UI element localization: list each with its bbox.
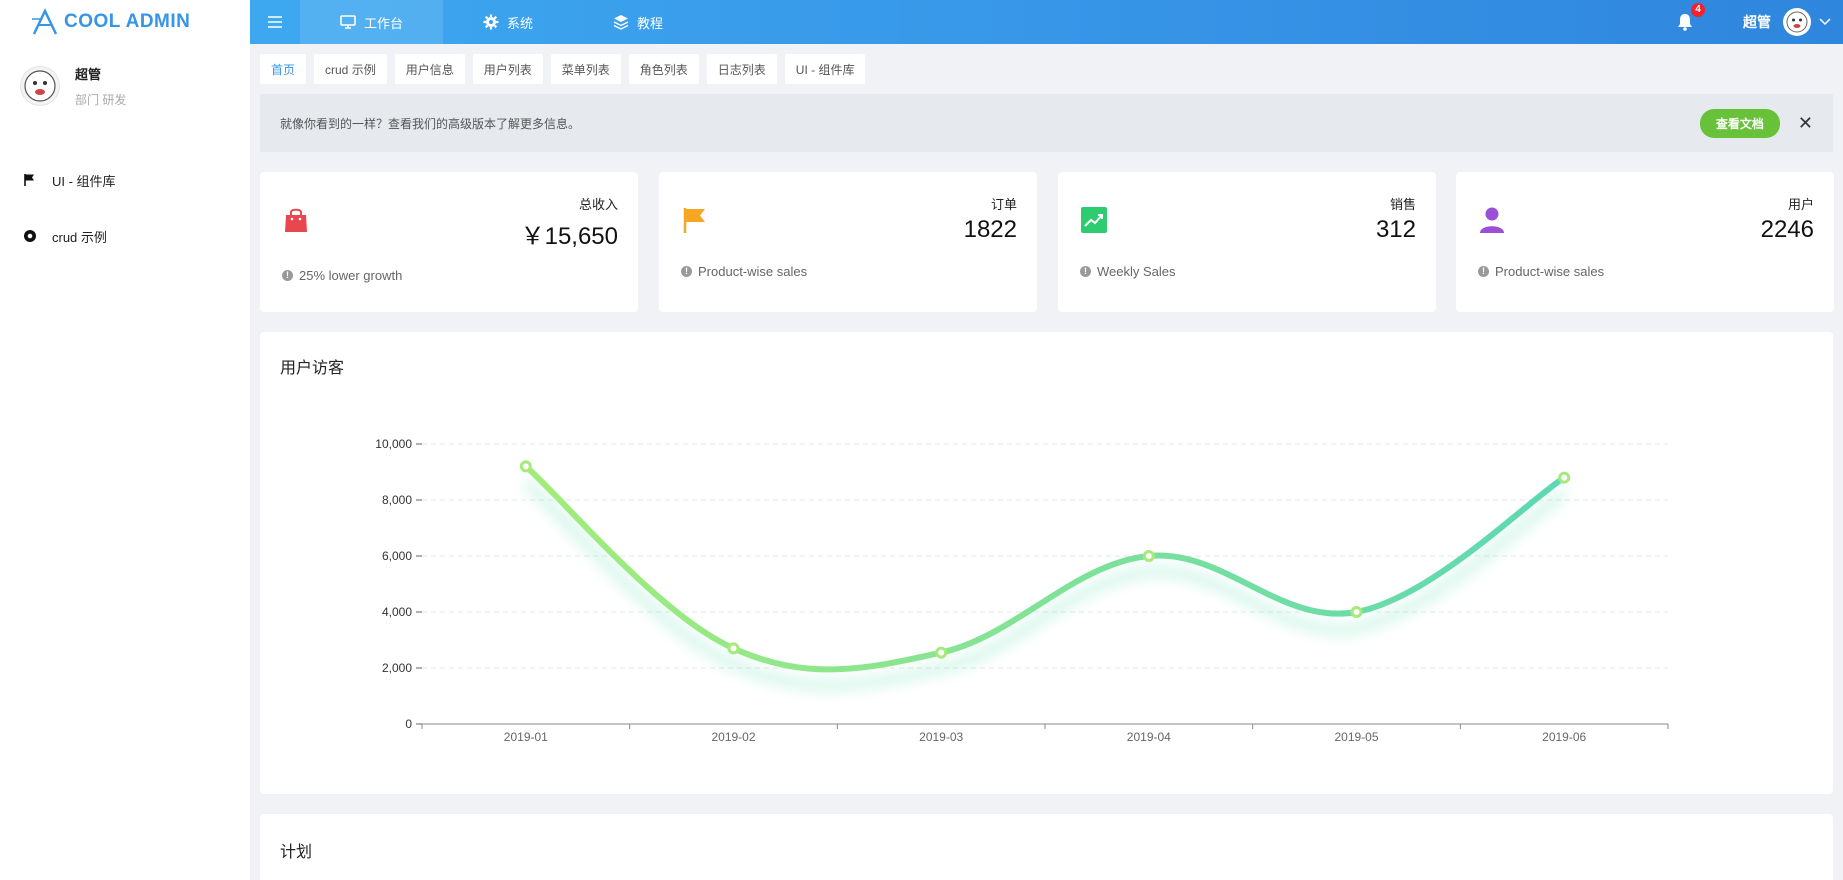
user-dept: 部门 研发 xyxy=(75,93,127,107)
info-icon: ! xyxy=(282,270,293,281)
info-icon: ! xyxy=(681,266,692,277)
tab-workbench[interactable]: 工作台 xyxy=(300,0,444,44)
sidebar-item-ui-components[interactable]: UI - 组件库 xyxy=(0,152,250,208)
data-point xyxy=(1558,471,1571,484)
alert-text: 就像你看到的一样？查看我们的高级版本了解更多信息。 xyxy=(280,116,581,131)
flag-icon xyxy=(22,172,38,188)
page-tab-log-list[interactable]: 日志列表 xyxy=(706,54,777,84)
stat-footer: 25% lower growth xyxy=(299,268,403,283)
page-tab-user-info[interactable]: 用户信息 xyxy=(394,54,465,84)
tab-label: 工作台 xyxy=(364,15,404,31)
plan-panel: 计划 xyxy=(260,814,1833,880)
data-point xyxy=(1142,550,1155,562)
page-tab-role-list[interactable]: 角色列表 xyxy=(628,54,699,84)
logo-icon xyxy=(32,8,58,35)
avatar[interactable] xyxy=(20,66,60,106)
trending-up-icon xyxy=(1081,207,1107,233)
page-tabs: 首页 crud 示例 用户信息 用户列表 菜单列表 角色列表 日志列表 UI -… xyxy=(260,54,873,84)
stat-footer: Product-wise sales xyxy=(1495,264,1605,279)
notification-bell-icon[interactable]: 4 xyxy=(1677,3,1705,31)
page-tab-home[interactable]: 首页 xyxy=(260,54,307,84)
x-tick-label: 2019-03 xyxy=(919,730,963,744)
data-point xyxy=(519,460,532,473)
visitor-chart-panel: 用户访客 0 2,000 4,000 6,000 8,000 10,000 2019-01 2… xyxy=(260,332,1833,794)
sidebar-item-label: crud 示例 xyxy=(52,229,107,245)
view-docs-button[interactable]: 查看文档 xyxy=(1699,108,1780,138)
stat-card-revenue: 总收入 ￥15,650 ! 25% lower growth xyxy=(260,172,638,312)
shopping-bag-icon xyxy=(285,208,307,232)
flag-icon xyxy=(683,208,705,233)
x-tick-label: 2019-06 xyxy=(1542,730,1586,744)
info-icon: ! xyxy=(1080,266,1091,277)
sidebar: COOL ADMIN 超管 部门 研发 UI - 组件库 crud 示例 xyxy=(0,0,250,880)
logo[interactable]: COOL ADMIN xyxy=(0,0,250,44)
stat-card-users: 用户 2246 ! Product-wise sales xyxy=(1456,172,1834,312)
y-tick-label: 6,000 xyxy=(382,549,412,563)
logo-text: COOL ADMIN xyxy=(64,11,191,32)
page-tab-crud[interactable]: crud 示例 xyxy=(314,54,387,84)
user-profile: 超管 部门 研发 xyxy=(0,44,250,108)
circle-icon xyxy=(22,228,38,244)
chevron-down-icon[interactable] xyxy=(1819,15,1831,29)
stat-value: 1822 xyxy=(963,216,1017,243)
tab-tutorial[interactable]: 教程 xyxy=(573,0,703,44)
x-tick-label: 2019-02 xyxy=(711,730,755,744)
data-point xyxy=(935,646,948,659)
data-point xyxy=(727,642,740,655)
stat-value: ￥15,650 xyxy=(520,223,618,250)
sidebar-item-crud[interactable]: crud 示例 xyxy=(0,208,250,264)
notification-badge: 4 xyxy=(1691,3,1705,17)
visitor-line-chart[interactable]: 0 2,000 4,000 6,000 8,000 10,000 2019-01 2019-0… xyxy=(260,332,1833,794)
close-icon[interactable]: ✕ xyxy=(1797,112,1813,133)
stat-value: 2246 xyxy=(1760,216,1814,243)
tab-label: 教程 xyxy=(637,15,664,31)
page-tab-ui-components[interactable]: UI - 组件库 xyxy=(784,54,866,84)
y-tick-label: 2,000 xyxy=(382,661,412,675)
x-tick-label: 2019-01 xyxy=(504,730,548,744)
stat-label: 订单 xyxy=(990,197,1017,212)
stat-footer: Weekly Sales xyxy=(1097,264,1176,279)
x-tick-label: 2019-04 xyxy=(1127,730,1171,744)
avatar-face-icon xyxy=(24,70,56,102)
stat-label: 总收入 xyxy=(578,197,618,212)
stat-footer: Product-wise sales xyxy=(698,264,808,279)
x-tick-label: 2019-05 xyxy=(1334,730,1378,744)
avatar-face-icon xyxy=(1786,11,1808,33)
stat-card-sales: 销售 312 ! Weekly Sales xyxy=(1058,172,1436,312)
sidebar-item-label: UI - 组件库 xyxy=(52,173,116,189)
user-name: 超管 xyxy=(75,67,102,82)
y-tick-label: 8,000 xyxy=(382,493,412,507)
sidebar-menu: UI - 组件库 crud 示例 xyxy=(0,152,250,264)
header-username[interactable]: 超管 xyxy=(1743,14,1771,30)
data-point xyxy=(1350,606,1363,618)
series-line-shadow xyxy=(523,479,1567,690)
info-icon: ! xyxy=(1478,266,1489,277)
top-header: 工作台 系统 教程 4 超管 xyxy=(250,0,1843,44)
y-tick-label: 0 xyxy=(405,717,412,731)
stat-label: 用户 xyxy=(1787,197,1814,212)
stat-card-orders: 订单 1822 ! Product-wise sales xyxy=(659,172,1037,312)
tab-label: 系统 xyxy=(507,15,534,31)
header-avatar[interactable] xyxy=(1783,8,1811,36)
stat-label: 销售 xyxy=(1389,197,1416,212)
user-icon xyxy=(1480,207,1504,233)
series-line xyxy=(522,463,1568,673)
panel-title: 计划 xyxy=(280,844,313,861)
menu-toggle-icon[interactable] xyxy=(250,0,300,44)
gear-icon xyxy=(483,14,499,30)
page-tab-user-list[interactable]: 用户列表 xyxy=(472,54,543,84)
layers-icon xyxy=(613,14,629,30)
tab-system[interactable]: 系统 xyxy=(443,0,573,44)
stat-value: 312 xyxy=(1375,216,1416,243)
y-tick-label: 10,000 xyxy=(375,437,412,451)
info-alert: 就像你看到的一样？查看我们的高级版本了解更多信息。 查看文档 ✕ xyxy=(260,94,1833,152)
y-tick-label: 4,000 xyxy=(382,605,412,619)
page-tab-menu-list[interactable]: 菜单列表 xyxy=(550,54,621,84)
monitor-icon xyxy=(340,15,356,29)
panel-title: 用户访客 xyxy=(280,360,345,377)
